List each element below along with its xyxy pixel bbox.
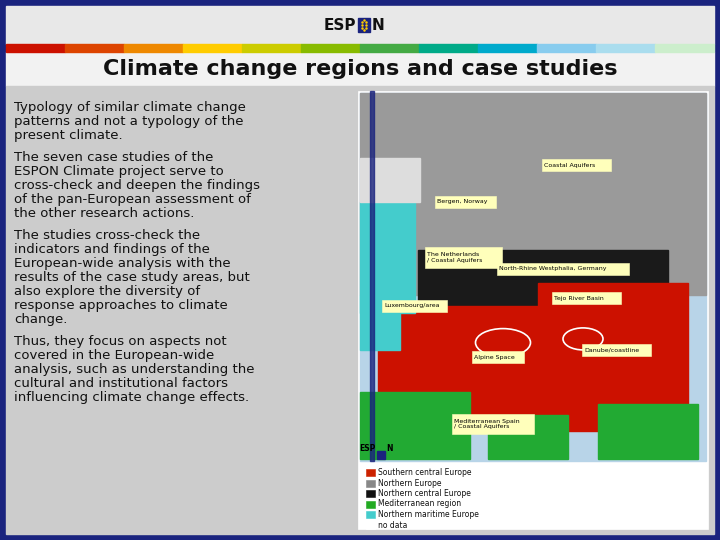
Bar xyxy=(301,44,360,52)
Bar xyxy=(377,451,385,459)
Bar xyxy=(419,44,478,52)
Bar xyxy=(366,501,375,508)
Text: The studies cross-check the: The studies cross-check the xyxy=(14,229,200,242)
Bar xyxy=(360,93,706,294)
Bar xyxy=(366,469,375,476)
Text: ESP: ESP xyxy=(359,444,376,453)
FancyBboxPatch shape xyxy=(552,292,621,304)
Text: Mediterranean region: Mediterranean region xyxy=(378,500,461,509)
Text: Climate change regions and case studies: Climate change regions and case studies xyxy=(103,59,617,79)
Bar xyxy=(488,415,568,459)
Text: The seven case studies of the: The seven case studies of the xyxy=(14,151,213,164)
Text: indicators and findings of the: indicators and findings of the xyxy=(14,243,210,256)
Text: cultural and institutional factors: cultural and institutional factors xyxy=(14,377,228,390)
FancyBboxPatch shape xyxy=(582,344,651,356)
Bar xyxy=(65,44,124,52)
Bar xyxy=(360,93,706,461)
Bar xyxy=(6,52,714,86)
Text: Danube/coastline: Danube/coastline xyxy=(584,348,639,353)
Text: change.: change. xyxy=(14,313,68,326)
Bar xyxy=(537,44,596,52)
Bar xyxy=(538,284,688,431)
FancyBboxPatch shape xyxy=(472,352,524,363)
Bar xyxy=(478,44,537,52)
Bar xyxy=(655,44,714,52)
Bar xyxy=(360,202,415,313)
FancyBboxPatch shape xyxy=(498,262,629,275)
FancyBboxPatch shape xyxy=(382,300,447,312)
Bar xyxy=(370,91,374,461)
Bar xyxy=(6,6,714,44)
Bar xyxy=(0,534,720,540)
Bar xyxy=(378,306,668,416)
Text: cross-check and deepen the findings: cross-check and deepen the findings xyxy=(14,179,260,192)
Text: DRAFT: DRAFT xyxy=(374,230,398,323)
Text: Northern central Europe: Northern central Europe xyxy=(378,489,471,498)
Text: Alpine Space: Alpine Space xyxy=(474,355,515,360)
Bar xyxy=(6,44,65,52)
Text: Northern maritime Europe: Northern maritime Europe xyxy=(378,510,479,519)
Text: analysis, such as understanding the: analysis, such as understanding the xyxy=(14,363,254,376)
Text: Tejo River Basin: Tejo River Basin xyxy=(554,296,604,301)
FancyBboxPatch shape xyxy=(542,159,611,171)
Bar xyxy=(0,0,6,540)
Bar xyxy=(366,480,375,487)
Text: the other research actions.: the other research actions. xyxy=(14,207,194,220)
Text: Coastal Aquifers: Coastal Aquifers xyxy=(544,163,595,167)
Text: of the pan-European assessment of: of the pan-European assessment of xyxy=(14,193,251,206)
Text: Typology of similar climate change: Typology of similar climate change xyxy=(14,101,246,114)
Text: no data: no data xyxy=(378,521,408,530)
Bar xyxy=(360,393,470,459)
Bar xyxy=(418,250,668,332)
Bar xyxy=(358,91,708,529)
Bar xyxy=(124,44,183,52)
Text: present climate.: present climate. xyxy=(14,129,122,142)
Bar xyxy=(358,18,370,32)
Text: N: N xyxy=(386,444,392,453)
FancyBboxPatch shape xyxy=(435,196,495,208)
Text: Luxembourg/area: Luxembourg/area xyxy=(384,303,439,308)
Bar xyxy=(360,158,420,202)
Bar xyxy=(6,86,714,534)
Bar xyxy=(242,44,301,52)
Text: Bergen, Norway: Bergen, Norway xyxy=(437,199,487,205)
Text: N: N xyxy=(372,17,384,32)
Text: patterns and not a typology of the: patterns and not a typology of the xyxy=(14,115,243,128)
Text: influencing climate change effects.: influencing climate change effects. xyxy=(14,392,249,404)
FancyBboxPatch shape xyxy=(426,247,503,268)
Text: Northern Europe: Northern Europe xyxy=(378,478,441,488)
Text: ESPON Climate project serve to: ESPON Climate project serve to xyxy=(14,165,224,178)
Bar xyxy=(366,522,375,529)
Bar xyxy=(366,511,375,518)
Text: European-wide analysis with the: European-wide analysis with the xyxy=(14,257,230,270)
Bar xyxy=(360,294,400,350)
Text: Thus, they focus on aspects not: Thus, they focus on aspects not xyxy=(14,335,227,348)
Bar xyxy=(360,44,419,52)
Text: response approaches to climate: response approaches to climate xyxy=(14,299,228,312)
Text: Southern central Europe: Southern central Europe xyxy=(378,468,472,477)
Text: North-Rhine Westphalia, Germany: North-Rhine Westphalia, Germany xyxy=(499,266,606,271)
Text: results of the case study areas, but: results of the case study areas, but xyxy=(14,271,250,284)
Text: The Netherlands
/ Coastal Aquifers: The Netherlands / Coastal Aquifers xyxy=(427,252,482,263)
Text: also explore the diversity of: also explore the diversity of xyxy=(14,285,200,298)
Bar xyxy=(0,0,720,6)
Bar xyxy=(366,490,375,497)
Bar xyxy=(598,403,698,459)
Bar xyxy=(596,44,655,52)
FancyBboxPatch shape xyxy=(452,414,534,434)
Bar xyxy=(183,44,242,52)
Text: covered in the European-wide: covered in the European-wide xyxy=(14,349,215,362)
Text: ESP: ESP xyxy=(323,17,356,32)
Text: Mediterranean Spain
/ Coastal Aquifers: Mediterranean Spain / Coastal Aquifers xyxy=(454,418,520,429)
Bar xyxy=(714,0,720,540)
